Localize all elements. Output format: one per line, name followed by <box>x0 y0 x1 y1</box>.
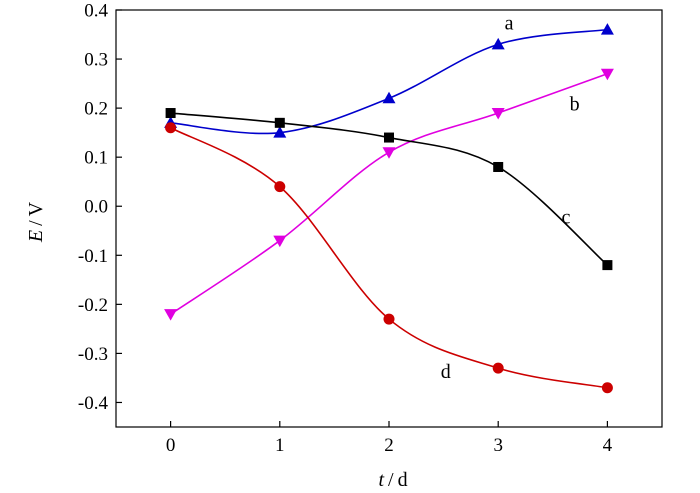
data-point-d <box>383 313 395 325</box>
y-tick-label: 0.1 <box>84 148 108 169</box>
y-tick-label: 0.2 <box>84 99 108 120</box>
data-point-b <box>491 108 505 120</box>
y-axis-var: E <box>25 230 47 243</box>
data-point-b <box>273 235 287 248</box>
series-lines <box>170 28 608 389</box>
data-point-d <box>274 181 286 193</box>
data-point-a <box>491 37 505 50</box>
series-line-b <box>170 73 608 315</box>
y-tick-label: 0.3 <box>84 50 108 71</box>
data-point-d <box>492 362 504 374</box>
x-tick-label: 4 <box>603 435 613 456</box>
y-tick-label: -0.4 <box>78 393 109 414</box>
series-label-a: a <box>505 13 514 35</box>
series-label-b: b <box>570 94 580 116</box>
data-point-a <box>382 91 396 104</box>
y-axis-title: E/V <box>25 201 47 243</box>
data-point-c <box>602 260 613 271</box>
data-point-a <box>273 126 287 138</box>
data-point-c <box>165 108 176 119</box>
x-tick-label: 2 <box>384 435 394 456</box>
y-tick-label: 0.4 <box>84 1 108 22</box>
series-markers <box>164 23 614 394</box>
x-axis-var: t <box>378 469 384 491</box>
series-line-d <box>170 127 608 389</box>
data-point-b <box>600 68 614 81</box>
data-point-c <box>274 117 285 128</box>
plot-frame <box>115 9 663 428</box>
data-point-d <box>601 382 613 394</box>
x-tick-label: 3 <box>493 435 503 456</box>
x-axis-title: t / d <box>378 469 407 491</box>
data-point-a <box>600 23 614 35</box>
y-tick-label: -0.2 <box>78 295 108 316</box>
data-point-c <box>493 161 504 172</box>
y-axis-unit: V <box>25 201 47 216</box>
x-tick-label: 1 <box>275 435 285 456</box>
y-tick-label: -0.1 <box>78 246 108 267</box>
series-labels: a b c d <box>441 13 580 383</box>
x-axis-unit: d <box>398 469 408 491</box>
data-point-b <box>164 309 178 321</box>
data-point-d <box>165 122 177 134</box>
axes-frame <box>115 9 663 428</box>
data-point-c <box>384 132 394 143</box>
y-tick-label: -0.3 <box>78 344 108 365</box>
x-tick-label: 0 <box>166 435 176 456</box>
series-label-c: c <box>561 206 570 228</box>
x-axis: 0 1 2 3 4 <box>166 421 613 456</box>
series-label-d: d <box>441 361 451 383</box>
y-tick-label: 0.0 <box>84 197 108 218</box>
y-axis: 0.4 0.3 0.2 0.1 0.0 -0.1 -0.2 -0.3 -0.4 <box>78 1 122 414</box>
data-point-b <box>382 147 396 159</box>
